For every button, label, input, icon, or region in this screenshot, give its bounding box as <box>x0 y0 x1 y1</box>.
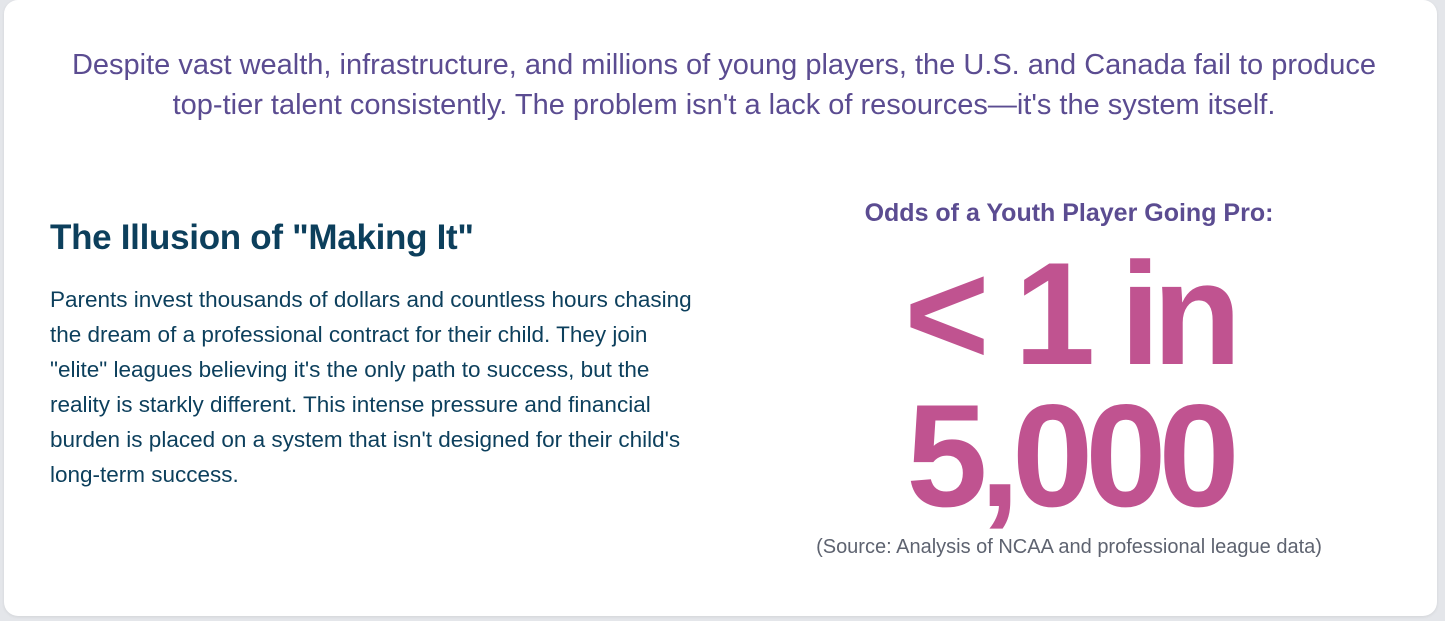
content-card: Despite vast wealth, infrastructure, and… <box>4 0 1437 616</box>
illusion-section: The Illusion of "Making It" Parents inve… <box>50 212 710 492</box>
section-body: Parents invest thousands of dollars and … <box>50 287 692 487</box>
odds-stat-panel: Odds of a Youth Player Going Pro: < 1 in… <box>764 193 1374 561</box>
stat-value: < 1 in 5,000 <box>904 232 1241 537</box>
intro-paragraph: Despite vast wealth, infrastructure, and… <box>71 49 1377 121</box>
stat-label: Odds of a Youth Player Going Pro: <box>864 199 1274 227</box>
stat-source: (Source: Analysis of NCAA and profession… <box>816 536 1322 558</box>
section-heading: The Illusion of "Making It" <box>50 218 474 257</box>
